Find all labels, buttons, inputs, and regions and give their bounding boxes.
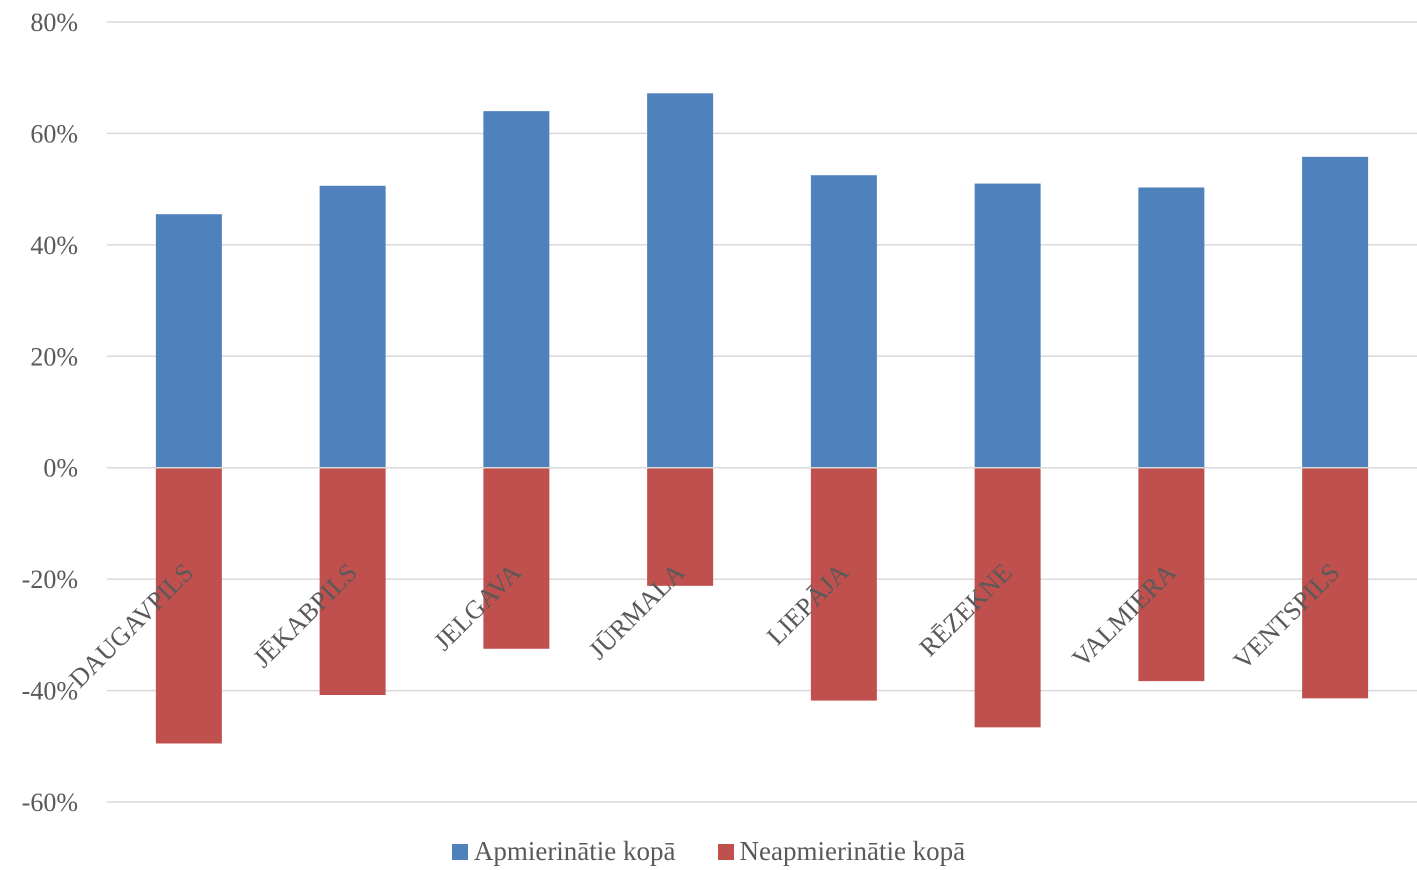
bar-satisfied [974, 183, 1041, 468]
bar-unsatisfied [319, 467, 386, 696]
legend-swatch-satisfied [451, 843, 468, 860]
bar-satisfied [647, 93, 714, 468]
bar-satisfied [810, 175, 877, 468]
bar-satisfied [1138, 187, 1205, 468]
y-tick-label: -40% [22, 677, 78, 706]
legend: Apmierinātie kopā Neapmierinātie kopā [0, 836, 1417, 867]
bar-satisfied [483, 111, 550, 468]
legend-label-satisfied: Apmierinātie kopā [473, 836, 676, 866]
y-tick-label: 60% [30, 119, 78, 148]
bars [155, 93, 1369, 744]
bar-unsatisfied [974, 467, 1041, 728]
y-axis-tick-labels: 80% 60% 40% 20% 0% -20% -40% -60% [22, 8, 78, 817]
y-tick-label: 20% [30, 342, 78, 371]
y-tick-label: -20% [22, 565, 78, 594]
bar-unsatisfied [155, 467, 222, 744]
bar-satisfied [155, 214, 222, 468]
y-tick-label: -60% [22, 788, 78, 817]
bar-unsatisfied [810, 467, 877, 701]
bar-unsatisfied [1302, 467, 1369, 699]
category-label: JŪRMALA [583, 558, 690, 665]
bar-unsatisfied [483, 467, 550, 649]
y-tick-label: 40% [30, 231, 78, 260]
legend-label-unsatisfied: Neapmierinātie kopā [739, 836, 966, 866]
legend-swatch-unsatisfied [717, 843, 734, 860]
bar-unsatisfied [1138, 467, 1205, 682]
bar-unsatisfied [647, 467, 714, 586]
legend-item-unsatisfied: Neapmierinātie kopā [717, 836, 966, 867]
bar-satisfied [1302, 156, 1369, 468]
y-tick-label: 80% [30, 8, 78, 37]
legend-item-satisfied: Apmierinātie kopā [451, 836, 676, 867]
y-tick-label: 0% [43, 454, 78, 483]
bar-satisfied [319, 185, 386, 468]
gridlines [107, 21, 1417, 803]
